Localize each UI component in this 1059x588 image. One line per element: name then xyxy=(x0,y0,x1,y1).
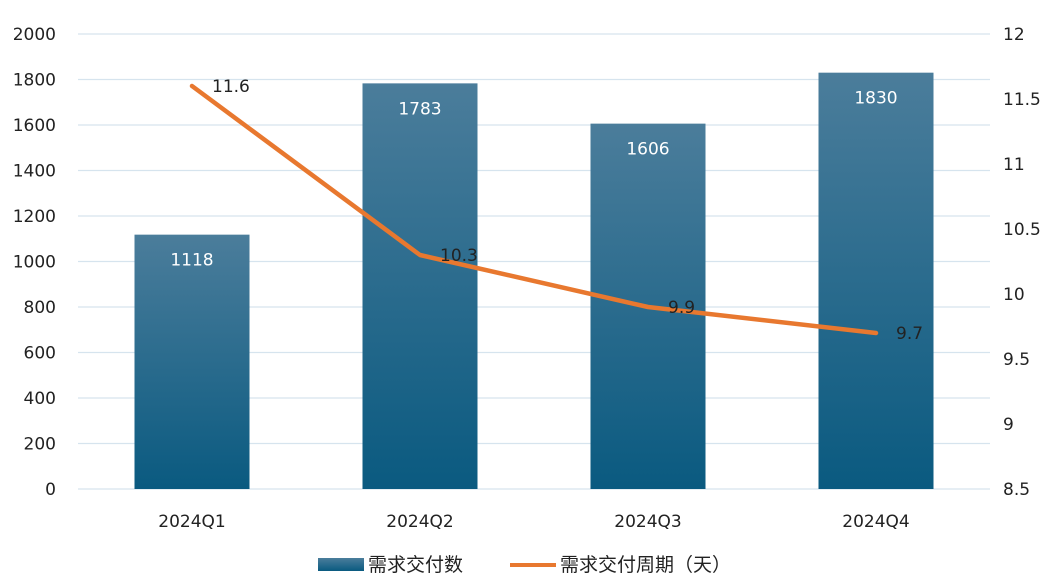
left-axis-tick-label: 1400 xyxy=(13,162,56,182)
legend-label-bar: 需求交付数 xyxy=(368,554,463,576)
left-axis-tick-label: 800 xyxy=(24,298,56,318)
right-axis-tick-label: 10 xyxy=(1003,285,1025,305)
left-axis-tick-label: 1200 xyxy=(13,207,56,227)
bar xyxy=(362,83,478,490)
category-label: 2024Q2 xyxy=(386,512,453,532)
left-axis-tick-label: 0 xyxy=(45,480,56,500)
line-series-path xyxy=(189,83,879,336)
bar-value-label: 1830 xyxy=(854,89,897,109)
left-axis-tick-label: 2000 xyxy=(13,25,56,45)
line-series: 11.6 10.3 9.9 9.7 xyxy=(189,77,923,344)
left-axis-ticks: 0 200 400 600 800 1000 1200 1400 1600 1800 2000 xyxy=(13,25,56,500)
right-axis-ticks: 8.5 9 9.5 10 10.5 11 11.5 12 xyxy=(1003,25,1041,500)
right-axis-tick-label: 9.5 xyxy=(1003,350,1030,370)
left-axis-tick-label: 1000 xyxy=(13,253,56,273)
category-label: 2024Q3 xyxy=(614,512,681,532)
right-axis-tick-label: 10.5 xyxy=(1003,220,1041,240)
line-value-label: 11.6 xyxy=(212,77,250,97)
line-value-label: 9.7 xyxy=(896,324,923,344)
line-value-label: 10.3 xyxy=(440,246,478,266)
legend: 需求交付数 需求交付周期（天） xyxy=(318,554,731,576)
right-axis-tick-label: 9 xyxy=(1003,415,1014,435)
line-value-label: 9.9 xyxy=(668,298,695,318)
left-axis-tick-label: 1800 xyxy=(13,71,56,91)
right-axis-tick-label: 8.5 xyxy=(1003,480,1030,500)
bar xyxy=(818,72,934,490)
bar xyxy=(134,234,250,489)
left-axis-tick-label: 400 xyxy=(24,389,56,409)
bar-value-label: 1783 xyxy=(398,99,441,119)
bar-value-label: 1118 xyxy=(170,251,213,271)
legend-label-line: 需求交付周期（天） xyxy=(560,554,731,576)
bar-value-label: 1606 xyxy=(626,140,669,160)
left-axis-tick-label: 200 xyxy=(24,435,56,455)
category-label: 2024Q1 xyxy=(158,512,225,532)
category-axis: 2024Q1 2024Q2 2024Q3 2024Q4 xyxy=(158,512,909,532)
right-axis-tick-label: 11.5 xyxy=(1003,90,1041,110)
right-axis-tick-label: 12 xyxy=(1003,25,1025,45)
right-axis-tick-label: 11 xyxy=(1003,155,1025,175)
category-label: 2024Q4 xyxy=(842,512,909,532)
left-axis-tick-label: 600 xyxy=(24,344,56,364)
legend-swatch-bar xyxy=(318,558,364,571)
left-axis-tick-label: 1600 xyxy=(13,116,56,136)
